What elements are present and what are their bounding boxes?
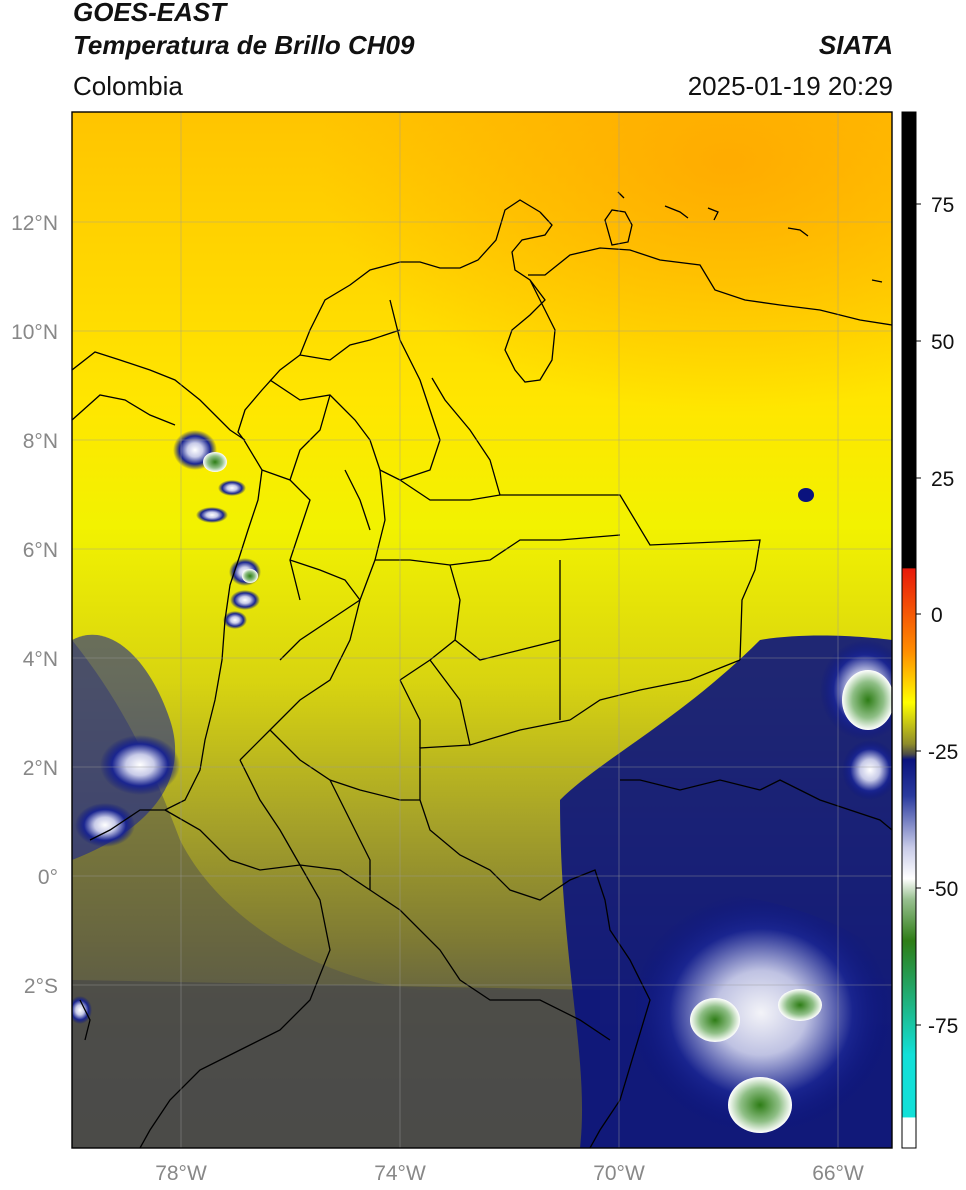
lat-labels: 12°N 10°N 8°N 6°N 4°N 2°N 0° 2°S xyxy=(11,212,58,998)
satellite-title: GOES-EAST xyxy=(73,0,227,27)
lon-label: 66°W xyxy=(812,1162,864,1185)
colorbar-tick: 0 xyxy=(931,604,943,627)
lon-label: 78°W xyxy=(155,1162,207,1185)
colorbar-tick: -25 xyxy=(928,741,958,764)
lat-label: 2°S xyxy=(24,975,58,998)
agency-label: SIATA xyxy=(818,30,893,60)
colorbar-scale xyxy=(901,111,917,1149)
lon-labels: 78°W 74°W 70°W 66°W xyxy=(155,1162,864,1185)
lon-label: 70°W xyxy=(593,1162,645,1185)
colorbar-tick: 50 xyxy=(931,331,954,354)
colorbar-tick: 75 xyxy=(931,194,954,217)
map-image xyxy=(72,112,892,1148)
lat-label: 0° xyxy=(38,866,58,889)
lat-label: 12°N xyxy=(11,212,58,235)
lat-label: 2°N xyxy=(23,757,58,780)
colorbar-tick: -75 xyxy=(928,1015,958,1038)
map-frame xyxy=(71,111,893,1149)
colorbar-tick: 25 xyxy=(931,468,954,491)
colorbar: 75 50 25 0 -25 -50 -75 xyxy=(901,111,958,1149)
lat-label: 6°N xyxy=(23,539,58,562)
country-borders xyxy=(72,191,892,1148)
region-label: Colombia xyxy=(73,71,183,101)
lat-label: 4°N xyxy=(23,648,58,671)
lon-label: 74°W xyxy=(374,1162,426,1185)
colorbar-tick: -50 xyxy=(928,878,958,901)
timestamp: 2025-01-19 20:29 xyxy=(687,71,893,101)
lat-label: 10°N xyxy=(11,321,58,344)
graticule xyxy=(72,112,892,1148)
lat-label: 8°N xyxy=(23,430,58,453)
figure-header: GOES-EAST Temperatura de Brillo CH09 SIA… xyxy=(73,0,893,105)
product-title: Temperatura de Brillo CH09 xyxy=(73,30,415,60)
